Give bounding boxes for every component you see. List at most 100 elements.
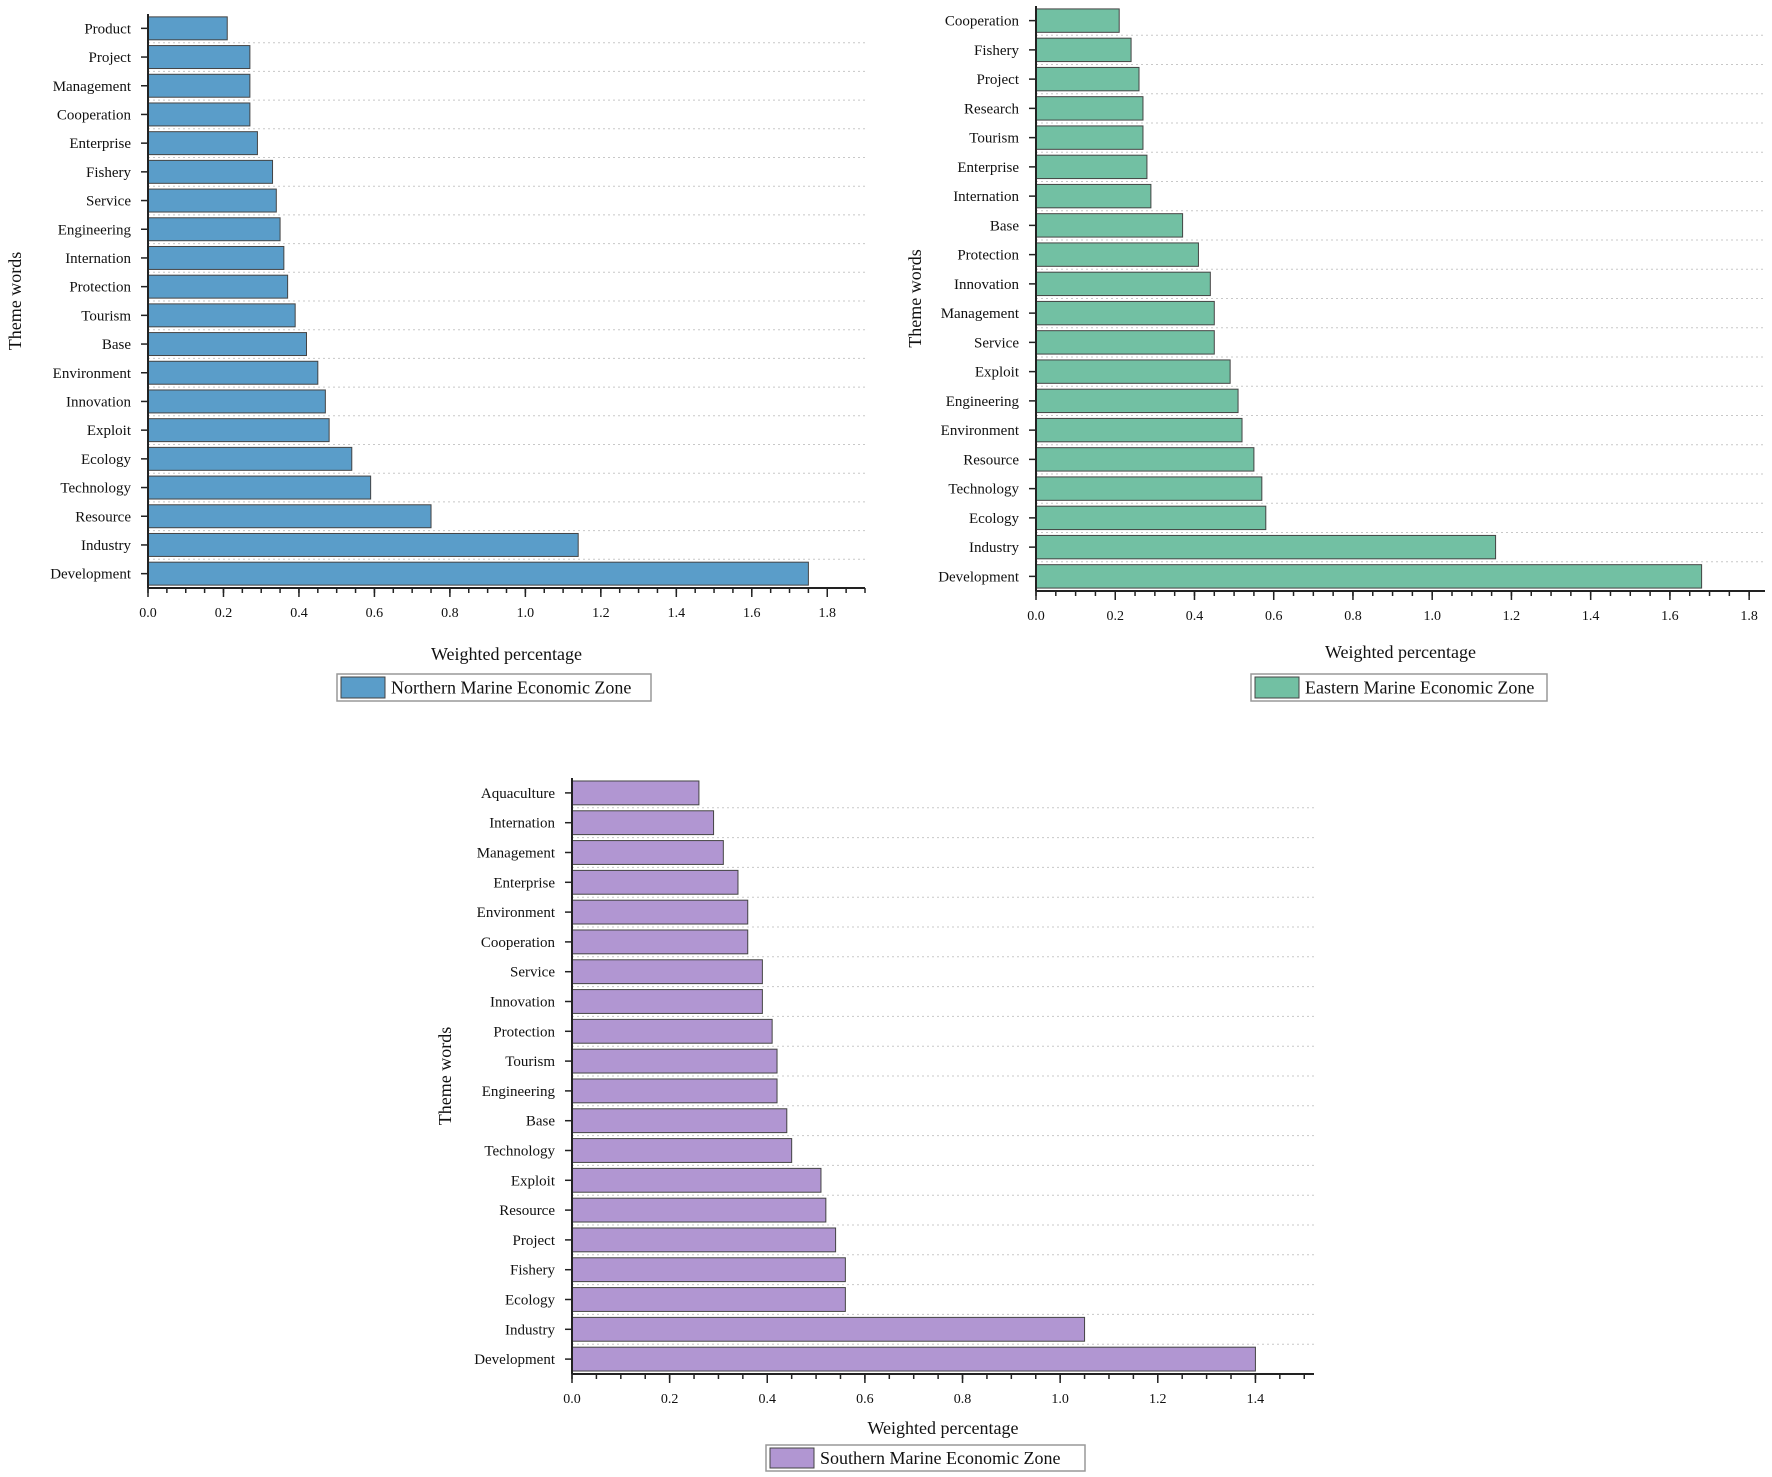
y-tick-label: Development bbox=[474, 1352, 556, 1368]
x-tick-label: 0.4 bbox=[759, 1392, 777, 1407]
bar bbox=[147, 532, 579, 557]
y-tick-label: Technology bbox=[484, 1144, 555, 1160]
y-tick-label: Enterprise bbox=[69, 136, 131, 152]
bar bbox=[571, 1167, 822, 1193]
y-tick-label: Industry bbox=[505, 1322, 555, 1338]
y-tick-label: Engineering bbox=[482, 1084, 556, 1100]
legend-swatch bbox=[769, 1447, 815, 1469]
y-tick-label: Innovation bbox=[490, 995, 555, 1011]
x-tick-label: 0.6 bbox=[366, 606, 384, 621]
y-tick-label: Tourism bbox=[81, 308, 131, 324]
bar bbox=[147, 389, 326, 414]
y-tick-label: Management bbox=[53, 79, 132, 95]
y-tick-label: Management bbox=[477, 846, 556, 862]
y-tick-label: Protection bbox=[69, 280, 131, 296]
bar bbox=[1035, 125, 1144, 150]
x-tick-label: 0.6 bbox=[856, 1392, 874, 1407]
bar bbox=[571, 899, 749, 925]
legend-box bbox=[765, 1444, 1086, 1472]
y-tick-label: Cooperation bbox=[481, 935, 556, 951]
y-tick-label: Base bbox=[526, 1114, 556, 1130]
legend-box bbox=[1250, 673, 1548, 702]
y-tick-label: Environment bbox=[941, 423, 1020, 439]
bar bbox=[571, 840, 724, 865]
x-tick-label: 1.2 bbox=[1503, 609, 1521, 624]
bar bbox=[1035, 66, 1140, 92]
x-tick-label: 1.6 bbox=[743, 606, 761, 621]
y-tick-label: Base bbox=[990, 218, 1020, 234]
bar bbox=[1035, 388, 1239, 414]
chart-northern: Product Project Management Cooperation Enter… bbox=[5, 14, 866, 702]
bar bbox=[1035, 242, 1199, 267]
x-axis-label: Weighted percentage bbox=[431, 644, 582, 664]
bar bbox=[1035, 359, 1231, 384]
legend-label: Northern Marine Economic Zone bbox=[391, 678, 631, 698]
y-tick-label: Innovation bbox=[66, 394, 131, 410]
bar bbox=[1035, 534, 1497, 560]
y-axis-label: Theme words bbox=[435, 1027, 455, 1125]
y-tick-label: Enterprise bbox=[493, 875, 555, 891]
x-tick-label: 1.4 bbox=[1247, 1392, 1265, 1407]
bar bbox=[147, 16, 228, 41]
bar bbox=[147, 418, 330, 443]
x-tick-label: 1.8 bbox=[819, 606, 837, 621]
legend: Eastern Marine Economic Zone bbox=[1250, 673, 1548, 702]
x-axis-label: Weighted percentage bbox=[1325, 642, 1476, 662]
y-tick-label: Internation bbox=[65, 251, 131, 267]
y-tick-label: Development bbox=[50, 567, 132, 583]
bar bbox=[1035, 505, 1267, 531]
bar bbox=[147, 131, 258, 156]
x-tick-label: 0.8 bbox=[1344, 609, 1362, 624]
bar bbox=[571, 1227, 837, 1253]
chart-eastern: Cooperation Fishery Project Research Tourism… bbox=[905, 6, 1765, 702]
bar bbox=[147, 475, 372, 500]
y-tick-label: Cooperation bbox=[945, 14, 1020, 30]
x-tick-label: 0.8 bbox=[441, 606, 459, 621]
y-tick-label: Technology bbox=[60, 481, 131, 497]
bar bbox=[571, 1138, 793, 1163]
y-tick-label: Base bbox=[102, 337, 132, 353]
bar bbox=[571, 1257, 846, 1283]
y-tick-label: Project bbox=[513, 1233, 556, 1249]
chart-southern: Aquaculture Internation Management Enterpri… bbox=[435, 778, 1314, 1472]
x-tick-label: 0.0 bbox=[139, 606, 157, 621]
y-tick-label: Tourism bbox=[969, 131, 1019, 147]
bar bbox=[147, 561, 809, 586]
bar bbox=[1035, 476, 1263, 501]
bar bbox=[1035, 271, 1211, 297]
y-tick-label: Fishery bbox=[974, 43, 1020, 59]
bar bbox=[147, 360, 319, 385]
bar bbox=[1035, 96, 1144, 121]
legend-swatch bbox=[340, 676, 386, 699]
y-tick-label: Engineering bbox=[58, 222, 132, 238]
y-tick-label: Exploit bbox=[511, 1173, 556, 1189]
bar bbox=[1035, 447, 1255, 472]
y-tick-label: Ecology bbox=[969, 511, 1019, 527]
x-tick-label: 1.4 bbox=[668, 606, 686, 621]
bar bbox=[571, 1018, 773, 1044]
bar bbox=[147, 303, 296, 328]
x-tick-label: 0.0 bbox=[563, 1392, 581, 1407]
legend-swatch bbox=[1254, 676, 1300, 699]
y-tick-label: Tourism bbox=[505, 1054, 555, 1070]
bar bbox=[1035, 417, 1243, 443]
y-tick-label: Product bbox=[84, 21, 131, 37]
bar bbox=[147, 73, 251, 98]
y-tick-label: Protection bbox=[957, 248, 1019, 264]
y-tick-label: Internation bbox=[953, 189, 1019, 205]
bar bbox=[147, 332, 307, 357]
y-tick-label: Resource bbox=[75, 509, 131, 525]
y-tick-label: Enterprise bbox=[957, 160, 1019, 176]
x-tick-label: 1.0 bbox=[517, 606, 535, 621]
y-tick-label: Environment bbox=[477, 905, 556, 921]
y-tick-label: Resource bbox=[499, 1203, 555, 1219]
bar bbox=[571, 1287, 846, 1312]
x-tick-label: 0.8 bbox=[954, 1392, 972, 1407]
y-tick-label: Industry bbox=[969, 540, 1019, 556]
bar bbox=[571, 1316, 1086, 1342]
y-tick-label: Ecology bbox=[505, 1293, 555, 1309]
bar bbox=[147, 45, 251, 70]
x-tick-label: 0.2 bbox=[661, 1392, 679, 1407]
bar bbox=[147, 159, 274, 184]
